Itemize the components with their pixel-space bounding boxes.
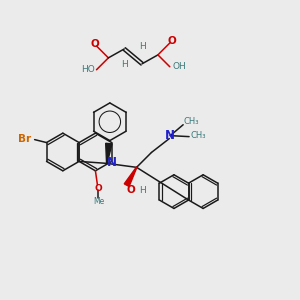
Text: N: N bbox=[107, 156, 117, 169]
Text: Br: Br bbox=[18, 134, 31, 144]
Text: O: O bbox=[167, 36, 176, 46]
Text: CH₃: CH₃ bbox=[183, 117, 199, 126]
Text: H: H bbox=[139, 43, 145, 52]
Text: O: O bbox=[90, 39, 99, 49]
Text: CH₃: CH₃ bbox=[190, 131, 206, 140]
Text: H: H bbox=[139, 186, 146, 195]
Text: HO: HO bbox=[81, 65, 94, 74]
Polygon shape bbox=[124, 167, 137, 187]
Text: OH: OH bbox=[173, 62, 187, 71]
Text: O: O bbox=[126, 185, 135, 195]
Text: Me: Me bbox=[93, 197, 104, 206]
Text: O: O bbox=[94, 184, 102, 193]
Text: N: N bbox=[165, 129, 175, 142]
Text: H: H bbox=[121, 60, 128, 69]
Polygon shape bbox=[106, 143, 112, 164]
